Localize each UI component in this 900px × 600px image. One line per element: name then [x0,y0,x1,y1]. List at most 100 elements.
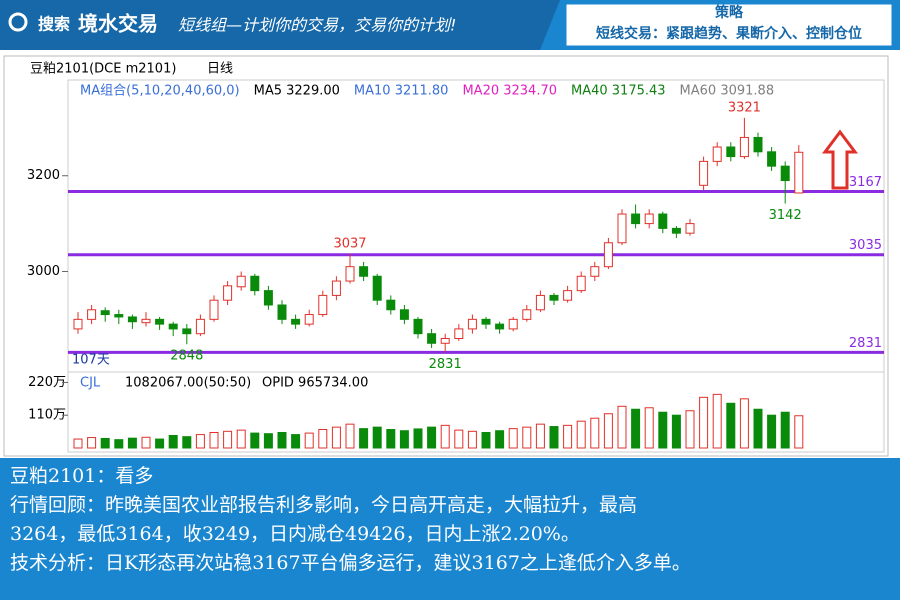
candle-body [495,323,505,330]
volume-bar [236,429,246,449]
candle-body [413,318,423,335]
candle-body [590,266,600,277]
header-band [0,0,560,50]
search-icon [8,12,28,32]
volume-bar [209,432,219,449]
volume-pane [67,371,885,453]
candle-body [168,323,178,330]
candle-body [454,328,464,339]
search: 搜索 [38,15,70,34]
volume-bar [685,410,695,449]
volume-bar [794,415,804,449]
volume-bar [114,439,124,449]
volume-bar [73,438,83,449]
candle-body [508,318,518,330]
candle-body [467,318,477,330]
volume-bar [100,437,110,449]
volume-bar [182,436,192,449]
annotation: 3037 [333,236,366,251]
volume-bar [440,424,450,449]
volume-bar [359,428,369,449]
annotation: 3321 [728,100,761,115]
volume-bar [331,426,341,449]
period: 日线 [207,62,233,77]
volume-bar [535,423,545,449]
level-label: 3167 [849,175,882,190]
symbol: 豆粕2101(DCE m2101) [30,62,176,77]
volume-bar [427,426,437,449]
candle-body [277,304,287,320]
volume-bar [576,420,586,449]
volume-bar [250,432,260,449]
candle-body [87,309,97,320]
strategy-title: 策略 [714,4,744,21]
volume-bar [767,414,777,449]
candle-body [195,318,205,335]
candle-body [141,318,151,324]
volume-bar [223,430,233,449]
volume-bar [467,430,477,449]
candle-body [522,309,532,320]
strategy-text: 短线交易：紧跟趋势、果断介入、控制仓位 [596,25,862,42]
text-line: 技术分析：日K形态再次站稳3167平台偏多运行，建议3167之上逢低介入多单。 [10,552,691,574]
candle-body [345,266,355,282]
candle-body [182,328,192,335]
y-tick-label: 220万 [28,375,66,390]
candle-body [372,275,382,301]
annotation: 3142 [769,208,802,223]
volume-bar [195,434,205,449]
indicator: MA20 3234.70 [462,84,557,99]
indicator: MA40 3175.43 [571,84,666,99]
candle-body [712,146,722,162]
candle-body [671,227,681,234]
volume-bar [481,432,491,449]
volume-bar [372,426,382,449]
candle-body [631,213,641,225]
volume-bar [263,433,273,449]
candle-body [223,285,233,301]
candle-body [236,275,246,288]
volume-bar [87,437,97,449]
volume-bar [141,436,151,449]
candle-body [127,316,137,323]
slogan: 短线组—计划你的交易，交易你的计划! [178,16,456,35]
annotation: 2831 [429,357,462,372]
candle-body [535,294,545,311]
candle-body [399,309,409,320]
annotation: 2848 [170,349,203,364]
text-line: 豆粕2101：看多 [10,465,154,487]
candle-body [726,146,736,158]
candle-body [386,299,396,311]
text-line: 3264，最低3164，收3249，日内减仓49426，日内上涨2.20%。 [10,523,580,545]
candle-body [685,223,695,234]
volume-label: CJL [80,376,101,391]
text-line: 行情回顾：昨晚美国农业部报告利多影响，今日高开高走，大幅拉升，最高 [10,494,638,516]
indicator: MA10 3211.80 [354,84,449,99]
candle-body [291,318,301,325]
candle-body [699,160,709,186]
volume-bar [399,430,409,449]
candle-body [794,151,804,194]
opid-text: OPID 965734.00 [262,376,368,391]
level-label: 3035 [849,238,882,253]
indicator: MA60 3091.88 [680,84,775,99]
candle-body [780,165,790,182]
brand: 境水交易 [78,12,158,36]
candle-body [549,294,559,301]
volume-bar [127,437,137,449]
candle-body [263,290,273,306]
candle-body [250,275,260,292]
up-arrow [822,129,858,190]
candle-body [617,213,627,244]
candle-body [114,314,124,318]
volume-bar [386,429,396,449]
volume-bar [726,402,736,449]
volume-bar [671,414,681,449]
candle-body [73,318,83,330]
candle-body [155,318,165,325]
volume-bar [495,430,505,449]
volume-bar [291,434,301,449]
y-tick-label: 110万 [28,408,66,423]
candle-body [576,275,586,292]
